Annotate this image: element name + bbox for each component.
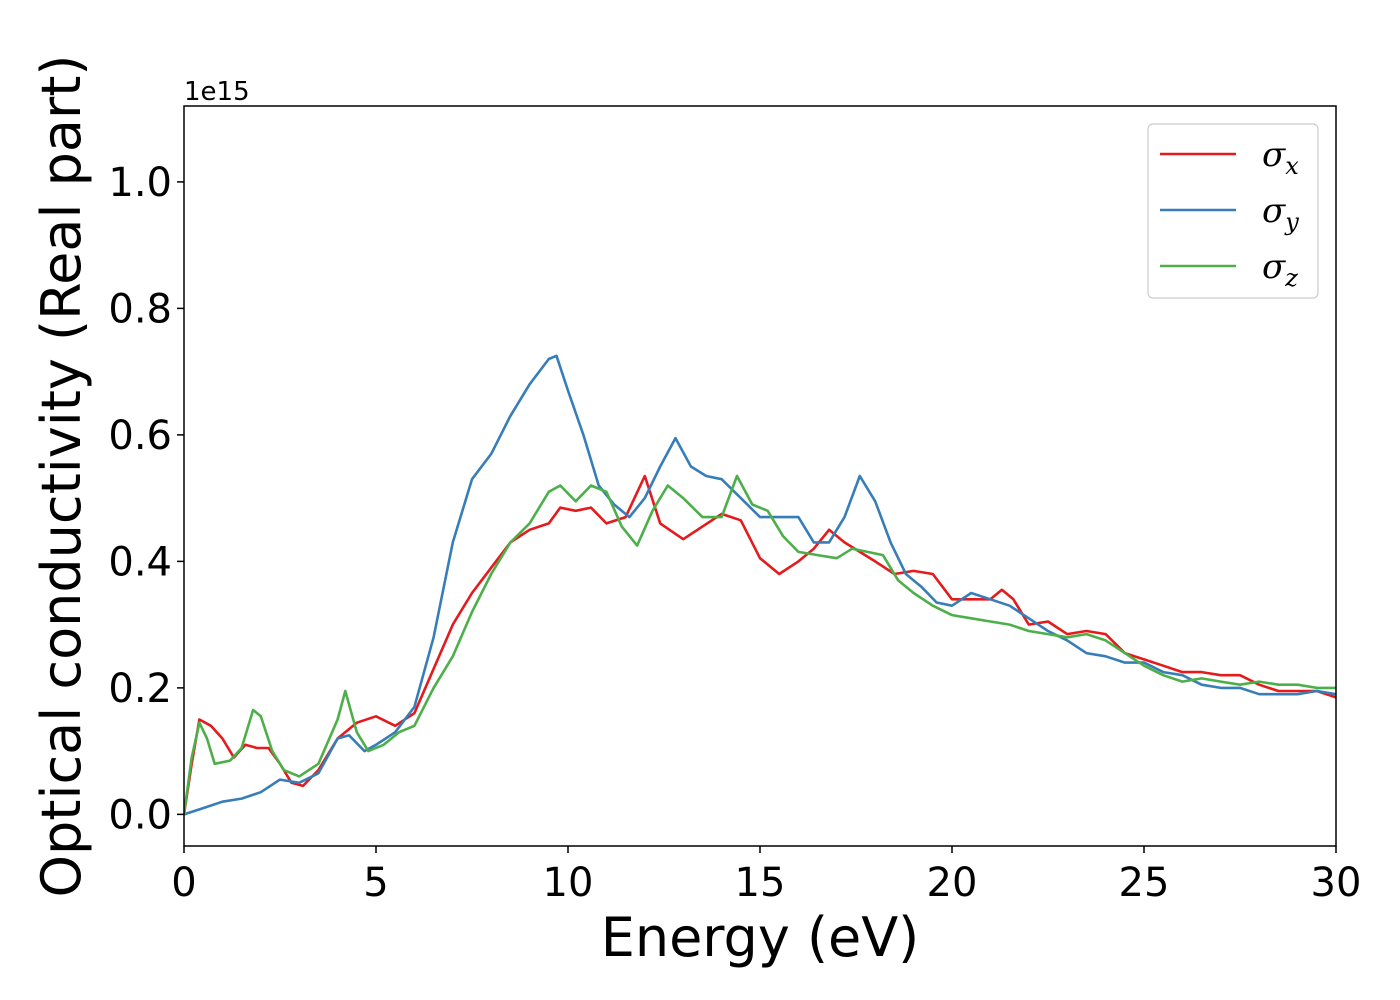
x-tick-label: 10 — [543, 860, 594, 906]
x-tick-label: 25 — [1119, 860, 1170, 906]
y-axis-offset-text: 1e15 — [184, 77, 250, 107]
y-tick-label: 0.8 — [108, 286, 172, 332]
y-tick-label: 1.0 — [108, 160, 172, 206]
y-axis-label: Optical conductivity (Real part) — [30, 55, 93, 898]
x-tick-label: 15 — [735, 860, 786, 906]
plot-area — [184, 354, 1336, 816]
y-tick-label: 0.2 — [108, 666, 172, 712]
legend-label-z: σz — [1262, 247, 1298, 292]
x-tick-label: 0 — [171, 860, 196, 906]
series-line-z — [184, 474, 1336, 816]
x-tick-label: 5 — [363, 860, 388, 906]
legend: σx σy σz — [1147, 123, 1319, 299]
legend-label-y: σy — [1262, 191, 1299, 236]
x-tick-label: 30 — [1311, 860, 1362, 906]
axis-ticks: 0 5 10 15 20 25 30 0.0 0.2 0.4 0.6 0.8 1.0 — [108, 160, 1361, 906]
legend-label-x: σx — [1262, 135, 1299, 180]
y-tick-label: 0.4 — [108, 539, 172, 585]
x-axis-label: Energy (eV) — [601, 906, 920, 969]
y-tick-label: 0.0 — [108, 792, 172, 838]
y-tick-label: 0.6 — [108, 413, 172, 459]
x-tick-label: 20 — [927, 860, 978, 906]
series-line-y — [184, 354, 1336, 816]
